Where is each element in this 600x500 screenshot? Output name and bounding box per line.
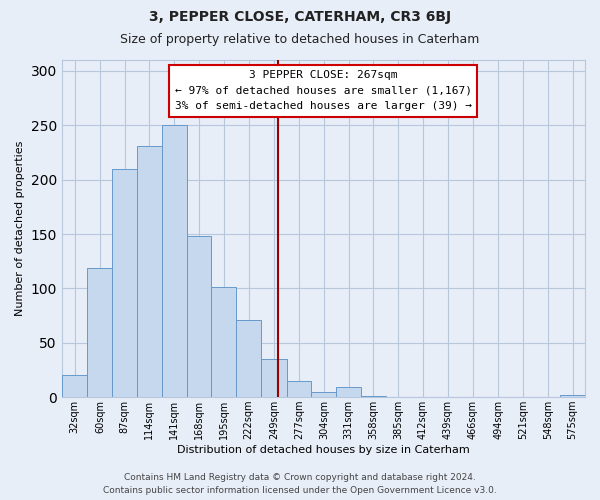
Text: Contains HM Land Registry data © Crown copyright and database right 2024.
Contai: Contains HM Land Registry data © Crown c… [103, 474, 497, 495]
Bar [137, 146, 162, 397]
Bar [62, 376, 88, 397]
Bar [236, 320, 261, 397]
Bar [560, 395, 585, 397]
Bar [336, 388, 361, 397]
Bar [287, 381, 311, 397]
Bar [311, 392, 336, 397]
Bar [112, 169, 137, 397]
Text: 3, PEPPER CLOSE, CATERHAM, CR3 6BJ: 3, PEPPER CLOSE, CATERHAM, CR3 6BJ [149, 10, 451, 24]
Bar [187, 236, 211, 397]
Text: Size of property relative to detached houses in Caterham: Size of property relative to detached ho… [121, 32, 479, 46]
Bar [261, 359, 287, 397]
Bar [211, 288, 236, 397]
Bar [88, 268, 112, 397]
Bar [361, 396, 386, 397]
Text: 3 PEPPER CLOSE: 267sqm
← 97% of detached houses are smaller (1,167)
3% of semi-d: 3 PEPPER CLOSE: 267sqm ← 97% of detached… [175, 70, 472, 112]
Bar [162, 126, 187, 397]
X-axis label: Distribution of detached houses by size in Caterham: Distribution of detached houses by size … [177, 445, 470, 455]
Y-axis label: Number of detached properties: Number of detached properties [15, 141, 25, 316]
